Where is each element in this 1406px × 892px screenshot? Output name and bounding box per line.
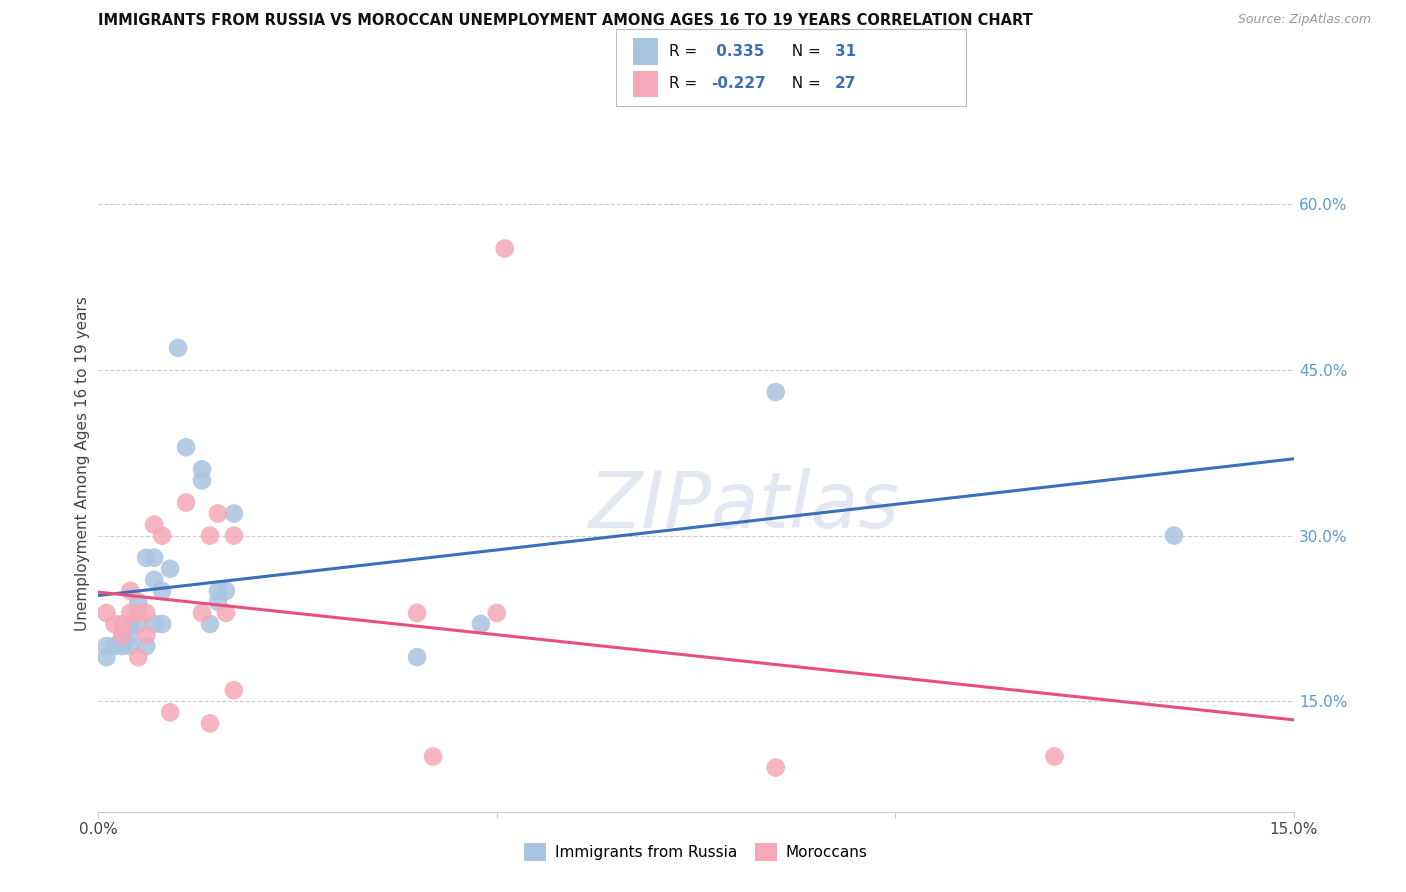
Point — [765, 385, 787, 400]
Text: N =: N = — [782, 77, 825, 91]
Text: ZIPatlas: ZIPatlas — [588, 467, 900, 543]
Point — [207, 595, 229, 609]
Point — [422, 749, 444, 764]
Point — [215, 583, 238, 598]
Point — [143, 617, 166, 632]
Point — [143, 517, 166, 532]
Point — [1163, 528, 1185, 542]
Text: -0.227: -0.227 — [711, 77, 766, 91]
Point — [159, 562, 181, 576]
Point — [127, 606, 149, 620]
Point — [222, 507, 245, 521]
Point — [96, 639, 118, 653]
Point — [222, 683, 245, 698]
Point — [111, 628, 134, 642]
Point — [174, 440, 197, 454]
Text: R =: R = — [669, 77, 703, 91]
Text: 31: 31 — [835, 45, 856, 59]
Point — [765, 760, 787, 774]
Point — [159, 706, 181, 720]
Point — [127, 595, 149, 609]
Point — [103, 639, 125, 653]
Text: IMMIGRANTS FROM RUSSIA VS MOROCCAN UNEMPLOYMENT AMONG AGES 16 TO 19 YEARS CORREL: IMMIGRANTS FROM RUSSIA VS MOROCCAN UNEMP… — [98, 13, 1033, 29]
Point — [111, 639, 134, 653]
Point — [215, 606, 238, 620]
Point — [174, 495, 197, 509]
Point — [191, 462, 214, 476]
Point — [111, 628, 134, 642]
Point — [135, 606, 157, 620]
Text: 27: 27 — [835, 77, 856, 91]
Point — [1043, 749, 1066, 764]
Point — [120, 639, 142, 653]
Point — [207, 583, 229, 598]
Point — [135, 628, 157, 642]
Point — [120, 617, 142, 632]
Point — [120, 628, 142, 642]
Point — [127, 650, 149, 665]
Point — [191, 474, 214, 488]
Point — [485, 606, 508, 620]
Y-axis label: Unemployment Among Ages 16 to 19 years: Unemployment Among Ages 16 to 19 years — [75, 296, 90, 632]
Point — [494, 242, 516, 256]
Point — [96, 650, 118, 665]
Point — [191, 606, 214, 620]
Point — [120, 606, 142, 620]
Point — [143, 550, 166, 565]
Point — [135, 639, 157, 653]
Point — [150, 617, 173, 632]
Point — [406, 606, 429, 620]
Point — [207, 507, 229, 521]
Point — [167, 341, 190, 355]
Legend: Immigrants from Russia, Moroccans: Immigrants from Russia, Moroccans — [517, 837, 875, 867]
Text: 0.335: 0.335 — [711, 45, 765, 59]
Point — [198, 528, 221, 542]
Point — [103, 617, 125, 632]
Point — [470, 617, 492, 632]
Point — [135, 550, 157, 565]
Point — [406, 650, 429, 665]
Text: R =: R = — [669, 45, 703, 59]
Point — [150, 583, 173, 598]
Text: Source: ZipAtlas.com: Source: ZipAtlas.com — [1237, 13, 1371, 27]
Point — [120, 583, 142, 598]
Point — [198, 617, 221, 632]
Text: N =: N = — [782, 45, 825, 59]
Point — [150, 528, 173, 542]
Point — [222, 528, 245, 542]
Point — [127, 617, 149, 632]
Point — [111, 617, 134, 632]
Point — [143, 573, 166, 587]
Point — [198, 716, 221, 731]
Point — [96, 606, 118, 620]
